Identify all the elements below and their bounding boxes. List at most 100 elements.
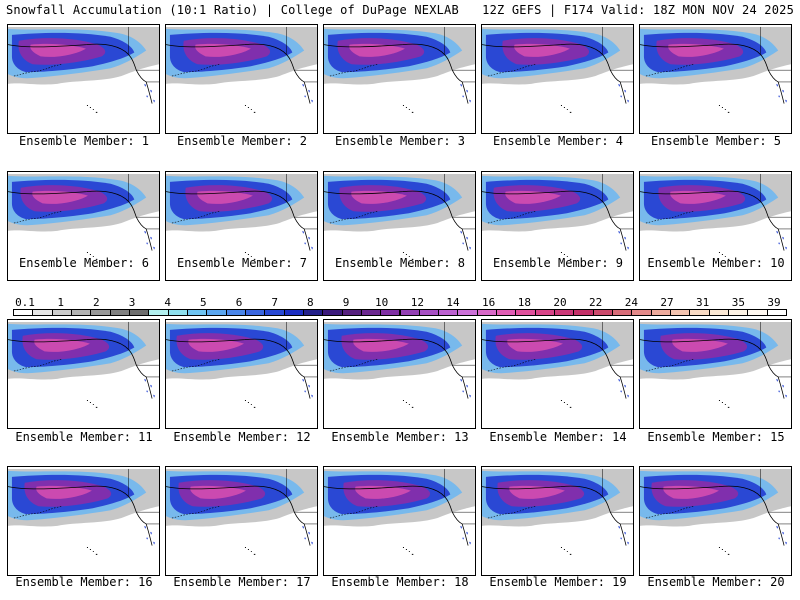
- legend-color-swatch: [13, 309, 34, 316]
- ensemble-map-panel: [7, 24, 160, 134]
- legend-tick-label: 3: [128, 296, 136, 309]
- legend-tick-label: 2: [93, 296, 100, 309]
- snowfall-map: [8, 468, 159, 555]
- legend-color-swatch: [70, 309, 92, 316]
- snowfall-map: [324, 321, 475, 408]
- ensemble-member-label: Ensemble Member: 17: [173, 575, 311, 589]
- legend-color-swatch: [90, 309, 111, 316]
- snowfall-map: [166, 321, 317, 408]
- legend-tick-label: 14: [446, 296, 460, 309]
- ensemble-member-label: Ensemble Member: 13: [331, 430, 469, 444]
- legend-tick-label: 12: [410, 296, 424, 309]
- ensemble-map-panel: [639, 24, 792, 134]
- legend-tick-label: 5: [200, 296, 207, 309]
- ensemble-map-panel: [7, 171, 160, 281]
- legend-color-swatch: [399, 309, 420, 316]
- snowfall-map: [482, 173, 633, 260]
- legend-tick-label: 6: [235, 296, 243, 309]
- legend-color-swatch: [766, 309, 787, 316]
- ensemble-map-panel: [323, 24, 476, 134]
- legend-tick-label: 16: [482, 296, 496, 309]
- snowfall-map: [324, 468, 475, 555]
- snowfall-map: [324, 173, 475, 260]
- ensemble-map-panel: [481, 319, 634, 429]
- legend-color-swatch: [554, 309, 575, 316]
- snowfall-map: [482, 26, 633, 113]
- ensemble-member-label: Ensemble Member: 12: [173, 430, 311, 444]
- snowfall-map: [482, 468, 633, 555]
- legend-color-swatch: [186, 309, 208, 316]
- snowfall-map: [324, 26, 475, 113]
- legend-color-swatch: [244, 309, 266, 316]
- ensemble-member-label: Ensemble Member: 3: [334, 134, 466, 148]
- legend-tick-label: 20: [553, 296, 567, 309]
- ensemble-member-label: Ensemble Member: 9: [492, 256, 624, 270]
- snowfall-map: [640, 468, 791, 555]
- ensemble-member-label: Ensemble Member: 11: [15, 430, 153, 444]
- legend-color-swatch: [708, 309, 729, 316]
- legend-tick-label: 0.1: [15, 296, 35, 309]
- legend-color-swatch: [380, 309, 401, 316]
- legend-tick-label: 22: [589, 296, 603, 309]
- legend-color-swatch: [109, 309, 130, 316]
- ensemble-member-label: Ensemble Member: 19: [489, 575, 627, 589]
- snowfall-map: [8, 173, 159, 260]
- legend-color-swatch: [670, 309, 691, 316]
- legend-color-swatch: [283, 309, 304, 316]
- model-run-info: 12Z GEFS | F174 Valid: 18Z MON NOV 24 20…: [482, 3, 794, 17]
- legend-color-swatch: [167, 309, 188, 316]
- legend-color-swatch: [148, 309, 169, 316]
- ensemble-member-label: Ensemble Member: 5: [650, 134, 782, 148]
- ensemble-map-panel: [7, 466, 160, 576]
- legend-color-swatch: [360, 309, 382, 316]
- ensemble-map-panel: [639, 171, 792, 281]
- legend-tick-label: 10: [375, 296, 389, 309]
- legend-tick-label: 35: [731, 296, 745, 309]
- legend-color-swatch: [592, 309, 614, 316]
- legend-color-swatch: [264, 309, 285, 316]
- ensemble-member-label: Ensemble Member: 10: [647, 256, 785, 270]
- ensemble-member-label: Ensemble Member: 1: [18, 134, 150, 148]
- legend-tick-label: 1: [57, 296, 64, 309]
- legend-color-swatch: [32, 309, 53, 316]
- ensemble-map-panel: [165, 319, 318, 429]
- legend-color-swatch: [496, 309, 517, 316]
- legend-tick-label: 4: [164, 296, 171, 309]
- ensemble-member-label: Ensemble Member: 18: [331, 575, 469, 589]
- map-title: Snowfall Accumulation (10:1 Ratio) | Col…: [6, 3, 459, 17]
- ensemble-map-panel: [323, 466, 476, 576]
- legend-tick-label: 24: [624, 296, 638, 309]
- legend-color-swatch: [689, 309, 710, 316]
- snowfall-map: [482, 321, 633, 408]
- legend-color-swatch: [476, 309, 498, 316]
- legend-color-swatch: [612, 309, 633, 316]
- legend-color-swatch: [225, 309, 246, 316]
- ensemble-map-panel: [323, 171, 476, 281]
- legend-tick-label: 39: [767, 296, 781, 309]
- legend-color-swatch: [341, 309, 362, 316]
- snowfall-map: [8, 26, 159, 113]
- legend-color-swatch: [457, 309, 478, 316]
- legend-color-swatch: [302, 309, 324, 316]
- ensemble-map-panel: [639, 466, 792, 576]
- snowfall-map: [166, 26, 317, 113]
- legend-color-swatch: [515, 309, 536, 316]
- ensemble-member-label: Ensemble Member: 7: [176, 256, 308, 270]
- snowfall-map: [640, 26, 791, 113]
- ensemble-member-label: Ensemble Member: 16: [15, 575, 153, 589]
- legend-color-swatch: [322, 309, 343, 316]
- legend-color-swatch: [206, 309, 227, 316]
- legend-tick-label: 7: [271, 296, 278, 309]
- legend-color-swatch: [438, 309, 459, 316]
- ensemble-map-panel: [165, 466, 318, 576]
- legend-color-swatch: [128, 309, 150, 316]
- legend-tick-label: 27: [660, 296, 674, 309]
- ensemble-map-panel: [481, 24, 634, 134]
- legend-tick-label: 9: [342, 296, 350, 309]
- ensemble-map-panel: [165, 24, 318, 134]
- ensemble-member-label: Ensemble Member: 14: [489, 430, 627, 444]
- legend-color-swatch: [418, 309, 440, 316]
- ensemble-map-panel: [481, 171, 634, 281]
- ensemble-map-panel: [639, 319, 792, 429]
- legend-color-swatch: [631, 309, 652, 316]
